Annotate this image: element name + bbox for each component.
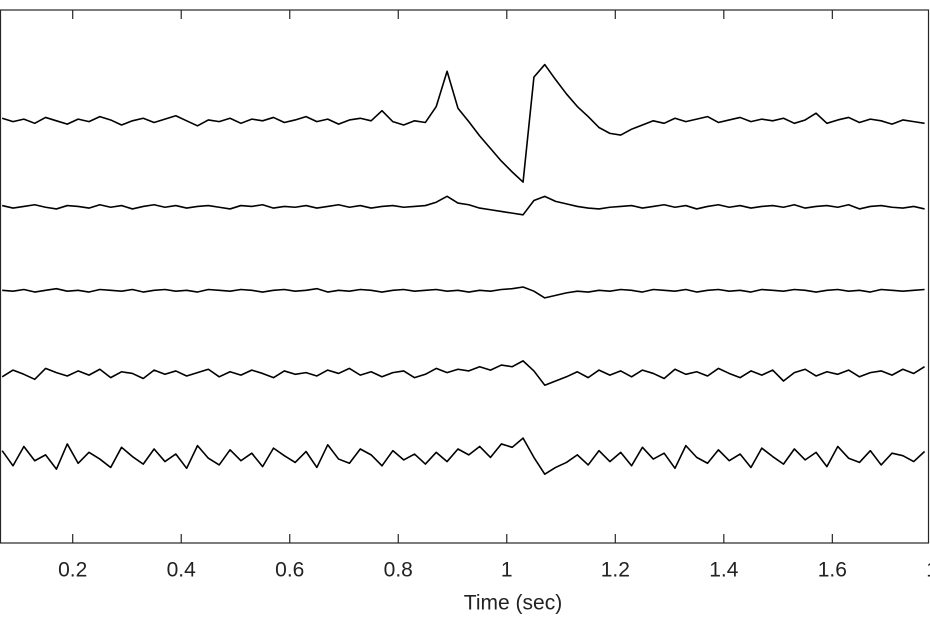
- x-tick-label: 1.4: [709, 559, 739, 582]
- x-tick-label: 1.6: [818, 559, 847, 582]
- x-axis-label: Time (sec): [464, 592, 562, 615]
- x-tick-label: 0.2: [58, 559, 87, 582]
- x-tick-label: 0.8: [384, 559, 413, 582]
- trace-line: [1, 63, 925, 183]
- x-tick-label: 0.6: [275, 559, 304, 582]
- x-tick-label: 1.8: [926, 559, 930, 582]
- plot-frame: [0, 9, 930, 544]
- trace-line: [1, 360, 925, 386]
- x-tick-label: 0.4: [167, 559, 197, 582]
- trace-line: [1, 437, 926, 475]
- x-tick-label: 1: [501, 559, 513, 582]
- trace-line: [2, 286, 925, 299]
- x-tick-label: 1.2: [601, 559, 630, 582]
- trace-line: [1, 195, 925, 216]
